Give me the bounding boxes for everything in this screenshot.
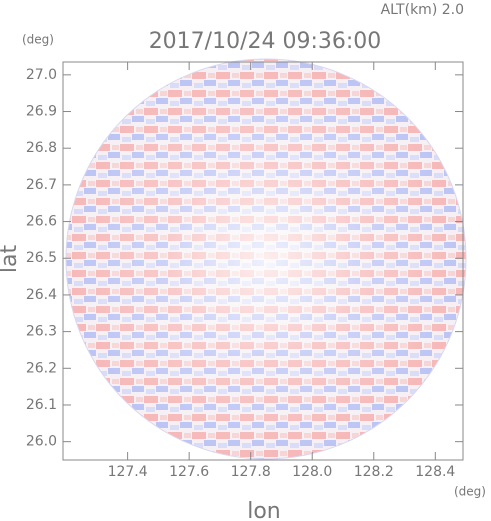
x-tick-label: 128.2 [354,464,394,480]
x-tick-label: 127.4 [108,464,148,480]
y-tick-label: 26.7 [26,177,57,193]
y-tick-label: 26.5 [26,250,57,266]
x-tick-label: 127.8 [231,464,271,480]
y-tick-label: 26.9 [26,104,57,120]
radar-field [65,58,467,460]
y-tick-label: 27.0 [26,67,57,83]
plot-frame [62,61,464,461]
subtitle: ALT(km) 2.0 [381,2,464,18]
y-tick-label: 26.8 [26,140,57,156]
y-tick-label: 26.0 [26,434,57,450]
y-tick-label: 26.4 [26,287,57,303]
x-tick-label: 128.0 [292,464,332,480]
y-axis-label: lat [0,245,22,274]
x-tick-label: 128.4 [415,464,455,480]
y-tick-label: 26.6 [26,214,57,230]
chart-title: 2017/10/24 09:36:00 [149,29,382,54]
y-unit: (deg) [22,33,54,47]
y-tick-label: 26.1 [26,397,57,413]
x-tick-label: 127.6 [169,464,209,480]
y-tick-label: 26.3 [26,324,57,340]
y-tick-label: 26.2 [26,360,57,376]
x-unit: (deg) [454,485,486,499]
x-axis-label: lon [247,499,281,521]
